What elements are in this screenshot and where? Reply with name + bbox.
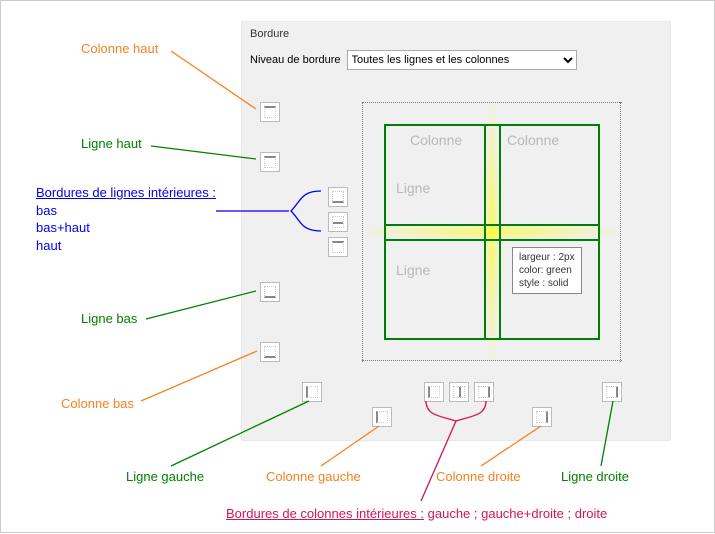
btn-inner-row-both[interactable]	[328, 212, 348, 232]
border-level-select[interactable]: Toutes les lignes et les colonnes	[347, 50, 577, 70]
border-tooltip: largeur : 2px color: green style : solid	[512, 247, 582, 294]
btn-inner-col-right[interactable]	[474, 382, 494, 402]
label-col-left: Colonne gauche	[266, 469, 361, 484]
preview-row-label-1: Ligne	[396, 180, 430, 196]
btn-inner-row-top[interactable]	[328, 237, 348, 257]
btn-row-bottom[interactable]	[260, 282, 280, 302]
btn-row-top[interactable]	[260, 152, 280, 172]
label-row-left: Ligne gauche	[126, 469, 204, 484]
label-inner-cols: Bordures de colonnes intérieures : gauch…	[226, 506, 607, 521]
panel-title: Bordure	[250, 28, 289, 40]
border-level-label: Niveau de bordure	[250, 54, 341, 66]
preview-col-label-2: Colonne	[507, 132, 559, 148]
preview-col-label-1: Colonne	[410, 132, 462, 148]
label-row-bottom: Ligne bas	[81, 311, 137, 326]
border-panel: Bordure Niveau de bordure Toutes les lig…	[241, 21, 671, 441]
btn-col-left[interactable]	[372, 407, 392, 427]
border-level-row: Niveau de bordure Toutes les lignes et l…	[250, 50, 577, 70]
btn-row-left[interactable]	[302, 382, 322, 402]
btn-col-right[interactable]	[532, 407, 552, 427]
btn-inner-col-both[interactable]	[449, 382, 469, 402]
border-preview: Colonne Colonne Ligne Ligne largeur : 2p…	[362, 102, 622, 362]
btn-col-bottom[interactable]	[260, 342, 280, 362]
label-inner-rows: Bordures de lignes intérieures : bas bas…	[36, 184, 216, 254]
btn-col-top[interactable]	[260, 102, 280, 122]
label-col-top: Colonne haut	[81, 41, 158, 56]
label-row-right: Ligne droite	[561, 469, 629, 484]
btn-inner-row-bottom[interactable]	[328, 187, 348, 207]
label-col-right: Colonne droite	[436, 469, 521, 484]
label-col-bottom: Colonne bas	[61, 396, 134, 411]
label-row-top: Ligne haut	[81, 136, 142, 151]
preview-row-label-2: Ligne	[396, 262, 430, 278]
btn-row-right[interactable]	[602, 382, 622, 402]
btn-inner-col-left[interactable]	[424, 382, 444, 402]
